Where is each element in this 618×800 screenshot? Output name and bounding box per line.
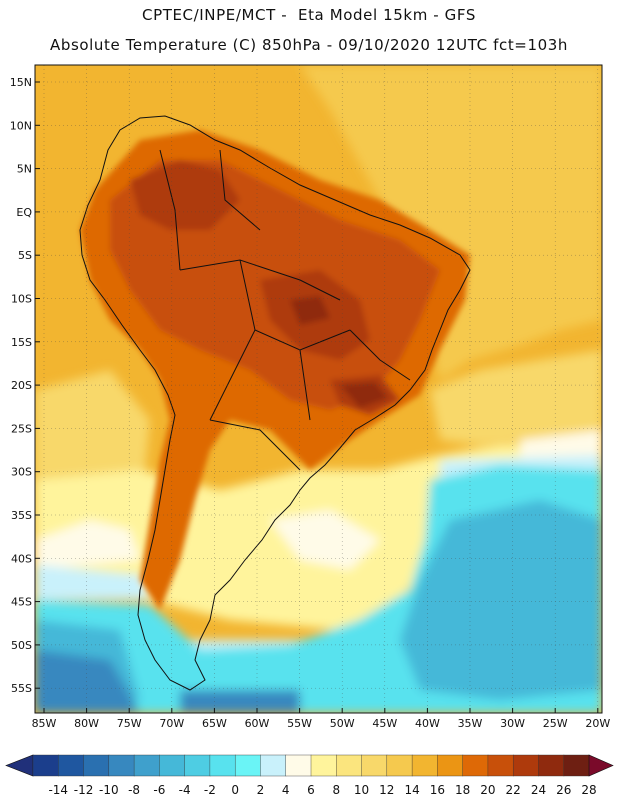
temperature-field [35,65,602,713]
field-band-light-blue [35,500,602,713]
lat-lon-grid [35,65,602,713]
colorbar-swatch [209,754,236,777]
colorbar-label: 18 [455,783,470,797]
colorbar-swatch [260,754,287,777]
lat-tick-label: 10N [10,119,32,132]
colorbar-label: 10 [354,783,369,797]
colorbar-swatch [108,754,135,777]
lat-tick-label: 55S [11,682,32,695]
colorbar-swatch [32,754,59,777]
lat-tick-label: 5N [17,163,32,176]
lon-tick-label: 85W [32,717,57,730]
colorbar-label: 0 [231,783,239,797]
lat-tick-label: 35S [11,509,32,522]
longitude-axis: 85W 80W 75W 70W 65W 60W 55W 50W 45W 40W 35W 30W 25W 2… [32,708,610,730]
colorbar-swatch [285,754,312,777]
lat-tick-label: 15N [10,76,32,89]
colorbar-swatch [133,754,160,777]
field-band-warm-ocean [300,65,602,380]
colorbar-swatch [184,754,211,777]
colorbar-swatch [83,754,110,777]
colorbar-swatch [411,754,438,777]
colorbar-swatch [361,754,388,777]
lon-tick-label: 30W [500,717,525,730]
lon-tick-label: 55W [287,717,312,730]
colorbar-label: 12 [379,783,394,797]
colorbar-swatch [538,754,565,777]
colorbar-swatch [336,754,363,777]
field-land-dark [130,160,400,415]
title-line-2: Absolute Temperature (C) 850hPa - 09/10/… [49,36,569,54]
country-borders [159,149,411,471]
colorbar-label: 28 [581,783,596,797]
colorbar-swatch [310,754,337,777]
colorbar-label: 14 [404,783,419,797]
colorbar-label: -12 [74,783,94,797]
field-band-cream [35,430,602,570]
colorbar-swatch [563,754,590,777]
colorbar-swatch [234,754,261,777]
colorbar-high-arrow [588,754,614,777]
colorbar-label: -4 [179,783,191,797]
lat-tick-label: 15S [11,336,32,349]
lat-tick-label: 30S [11,466,32,479]
lon-tick-label: 35W [458,717,483,730]
colorbar-swatch [159,754,186,777]
lat-tick-label: 50S [11,639,32,652]
south-america-coastline [79,115,471,691]
lon-tick-label: 65W [202,717,227,730]
lat-tick-label: 20S [11,379,32,392]
colorbar-label: 4 [282,783,290,797]
colorbar-low-arrow [5,754,34,777]
colorbar-label: 8 [332,783,340,797]
lon-tick-label: 80W [74,717,99,730]
colorbar-label: -2 [204,783,216,797]
lat-tick-label: 5S [18,249,32,262]
lat-tick-label: 10S [11,293,32,306]
colorbar-swatch [487,754,514,777]
field-band-mild-ocean [430,350,602,445]
lon-tick-label: 50W [330,717,355,730]
colorbar-label: -6 [153,783,165,797]
lon-tick-label: 75W [117,717,142,730]
colorbar-label: 6 [307,783,315,797]
lat-tick-label: 40S [11,552,32,565]
colorbar-swatch [386,754,413,777]
coastline-borders [79,115,471,691]
lon-tick-label: 20W [585,717,610,730]
colorbar-swatch [58,754,85,777]
colorbar-label: -10 [99,783,119,797]
lat-tick-label: EQ [16,206,32,219]
colorbar-label: 22 [506,783,521,797]
field-band-mid-blue [35,650,300,713]
lon-tick-label: 40W [415,717,440,730]
lon-tick-label: 45W [372,717,397,730]
colorbar-label: -14 [48,783,68,797]
lat-tick-label: 45S [11,596,32,609]
colorbar-label: 2 [257,783,265,797]
lon-tick-label: 60W [245,717,270,730]
colorbar-label: -8 [128,783,140,797]
colorbar-label: 24 [531,783,546,797]
lon-tick-label: 70W [159,717,184,730]
colorbar-swatch [437,754,464,777]
title-line-1: CPTEC/INPE/MCT - Eta Model 15km - GFS [142,6,476,24]
lat-tick-label: 25S [11,422,32,435]
colorbar-swatch [512,754,539,777]
colorbar: -14 -12 -10 -8 -6 -4 -2 0 2 4 6 8 10 12 14 16 18 20 22 24 26… [5,754,614,797]
colorbar-label: 16 [430,783,445,797]
lon-tick-label: 25W [543,717,568,730]
field-land-core [290,296,388,408]
colorbar-label: 26 [556,783,571,797]
colorbar-label: 20 [480,783,495,797]
colorbar-swatch [462,754,489,777]
latitude-axis: 15N 10N 5N EQ 5S 10S 15S 20S 25S 30S 35S 40S 45S 50S 5… [10,76,40,695]
map-frame [34,64,603,714]
